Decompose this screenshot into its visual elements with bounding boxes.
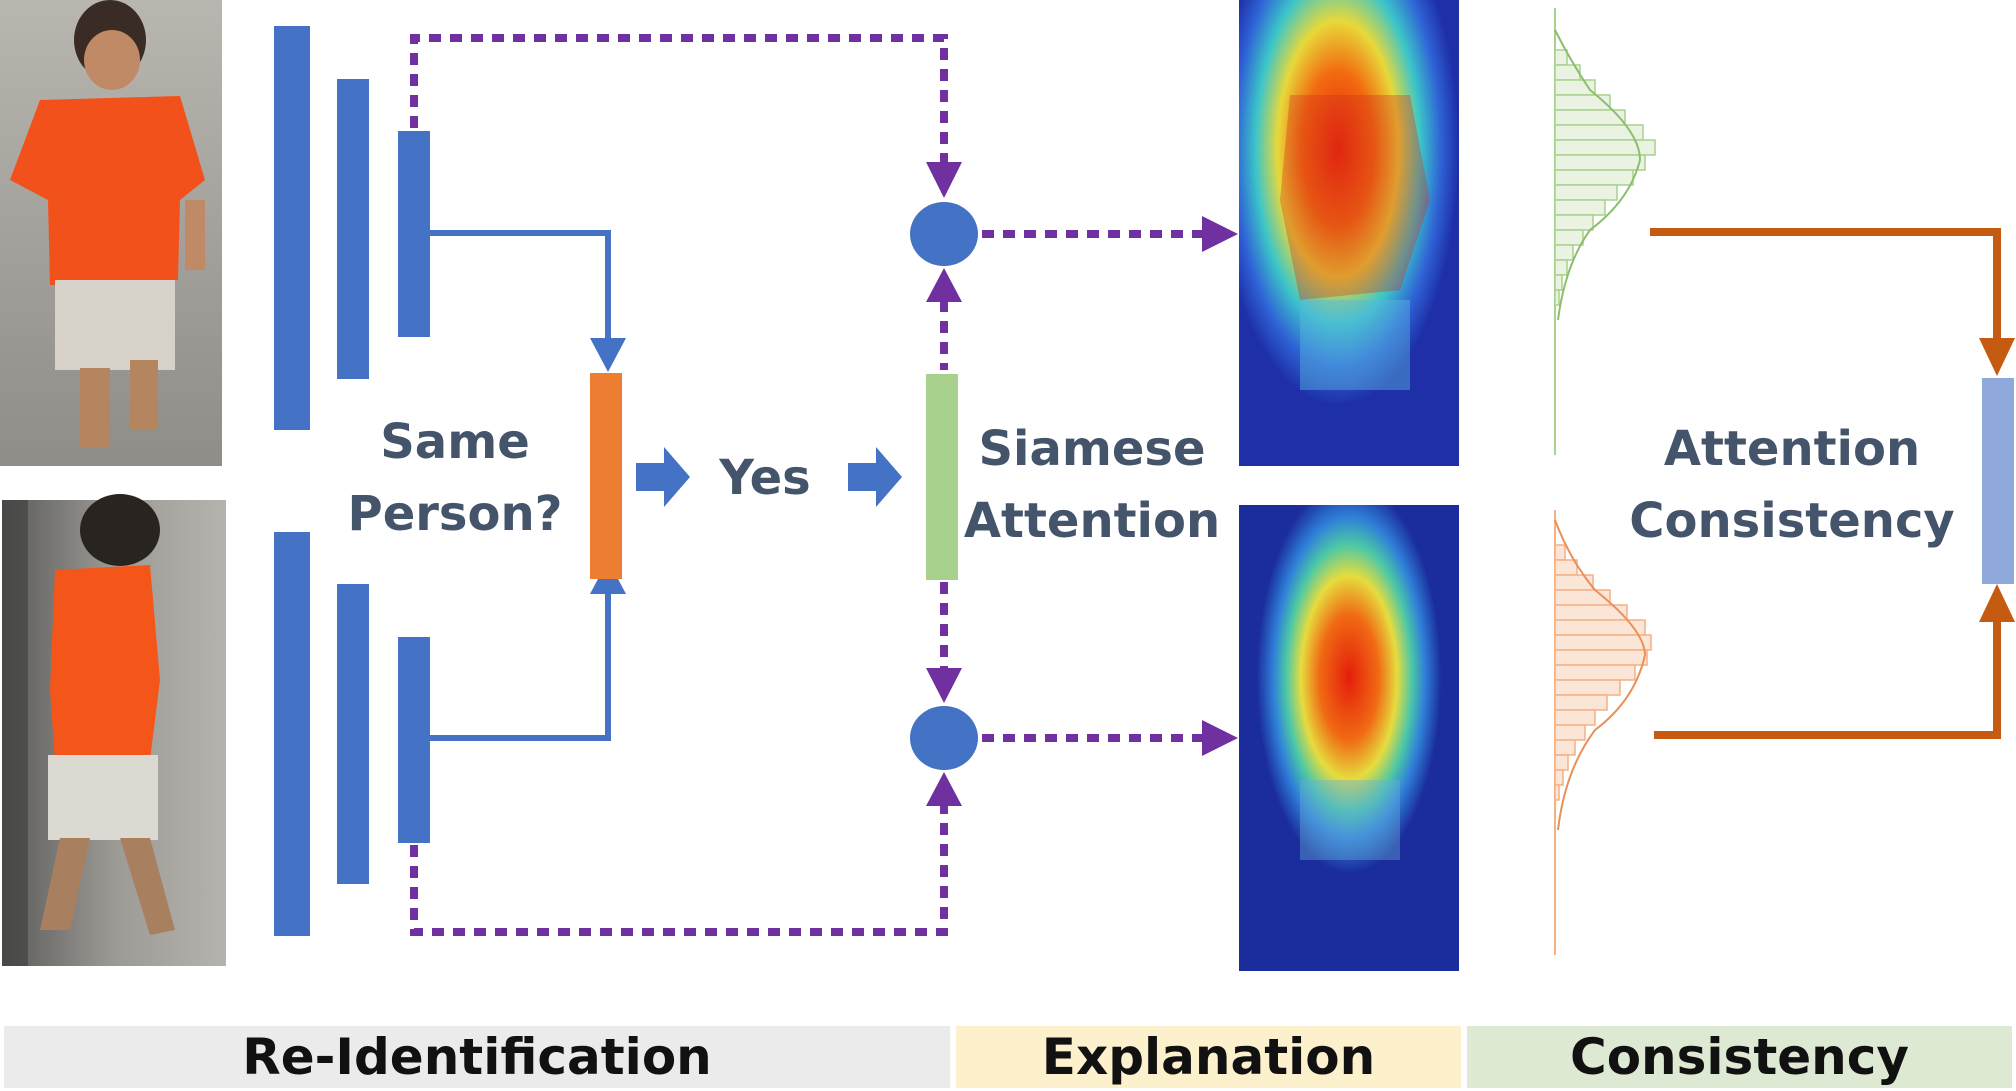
- dotted-arrowhead: [926, 668, 962, 703]
- yes-label: Yes: [718, 450, 810, 506]
- encoder-layer-2: [337, 584, 369, 884]
- distribution-top: [1554, 8, 1656, 455]
- encoder-layer-1: [274, 532, 310, 936]
- siamese-label-line1: Siamese: [978, 421, 1205, 477]
- consistency-bar: [1982, 378, 2014, 584]
- section-re-identification: Re-Identification: [4, 1026, 950, 1088]
- person-photo-bottom: [2, 494, 226, 966]
- dotted-arrowhead: [1202, 720, 1238, 756]
- section-explanation: Explanation: [956, 1026, 1461, 1088]
- encoder-bottom: [274, 532, 430, 936]
- section-label: Re-Identification: [242, 1028, 712, 1086]
- heatmap-bottom: [1239, 505, 1459, 971]
- dotted-arrowhead: [926, 268, 962, 302]
- same-person-label-line1: Same: [380, 414, 530, 470]
- section-label: Consistency: [1570, 1028, 1909, 1086]
- decision-bar: [590, 373, 622, 579]
- section-label: Explanation: [1041, 1028, 1376, 1086]
- feature-connectors: [430, 230, 611, 741]
- encoder-layer-1: [274, 26, 310, 430]
- attention-node-bottom: [910, 706, 978, 770]
- consistency-label-line2: Consistency: [1629, 493, 1954, 549]
- encoder-layer-2: [337, 79, 369, 379]
- consistency-arrows: [1650, 228, 2001, 739]
- siamese-attention-bar: [926, 374, 958, 580]
- person-photo-top: [0, 0, 222, 466]
- attention-node-top: [910, 202, 978, 266]
- block-arrow-to-yes: [636, 447, 690, 507]
- siamese-label-line2: Attention: [964, 493, 1220, 549]
- dotted-arrowhead: [926, 772, 962, 806]
- encoder-layer-3: [398, 131, 430, 337]
- heatmap-top: [1239, 0, 1459, 466]
- encoder-top: [274, 26, 430, 430]
- distribution-bottom: [1554, 510, 1652, 955]
- dotted-arrowhead: [926, 162, 962, 198]
- encoder-layer-3: [398, 637, 430, 843]
- consistency-arrowhead-up: [1979, 584, 2015, 622]
- consistency-arrowhead-down: [1979, 338, 2015, 376]
- section-consistency: Consistency: [1467, 1026, 2012, 1088]
- block-arrow-to-attention: [848, 447, 902, 507]
- attention-dotted-paths: [410, 34, 1206, 936]
- dotted-arrowhead: [1202, 216, 1238, 252]
- arrowhead-down: [590, 338, 626, 372]
- same-person-label-line2: Person?: [348, 486, 563, 542]
- consistency-label-line1: Attention: [1664, 421, 1920, 477]
